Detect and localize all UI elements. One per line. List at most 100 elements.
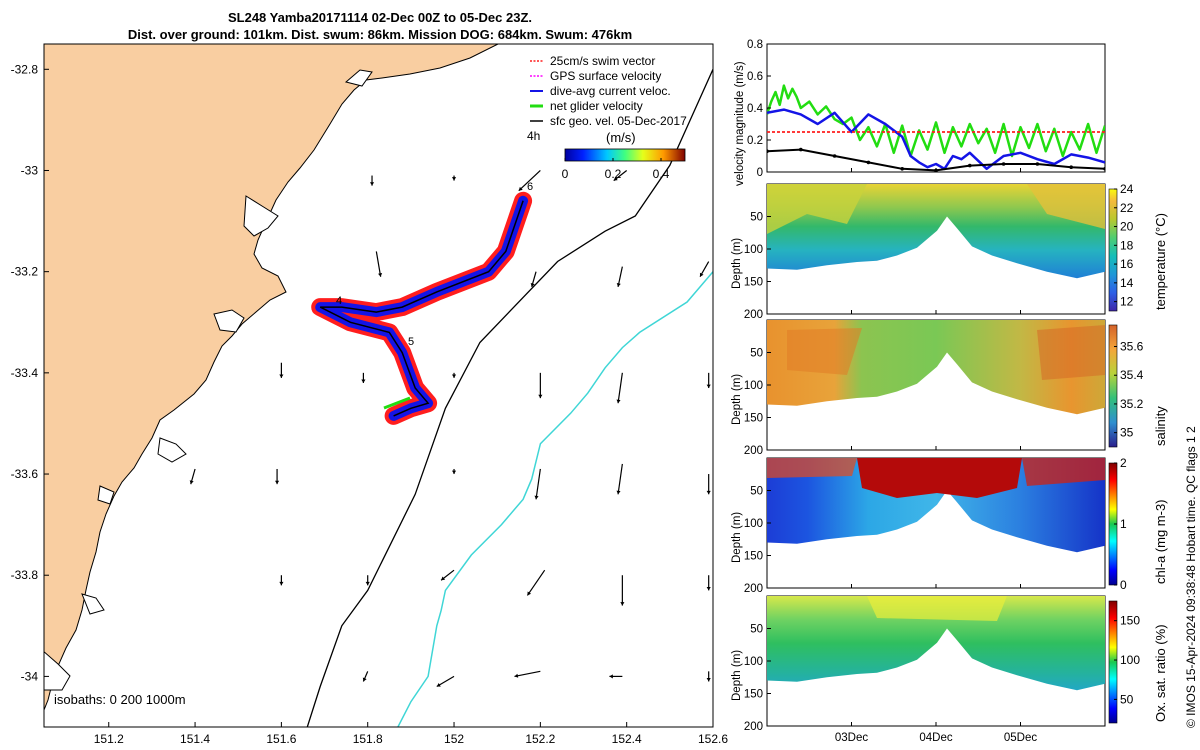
depth-colorbar-tick-label: 2	[1120, 456, 1127, 470]
geo-vector-head	[706, 384, 711, 389]
copyright-text: © IMOS 15-Apr-2024 09:38:48 Hobart time.…	[1184, 426, 1198, 728]
track-time-label: 4h	[527, 129, 540, 143]
map-colorbar-label: (m/s)	[606, 130, 636, 145]
map-ytick-label: -33.6	[11, 467, 39, 481]
geo-vector-head	[613, 176, 618, 181]
depth-colorbar-tick-label: 35.6	[1120, 340, 1144, 354]
date-tick-label: 03Dec	[835, 732, 868, 744]
sal-high-patch	[787, 328, 862, 375]
geo-vector-30	[706, 671, 711, 682]
legend-gps-label: GPS surface velocity	[550, 69, 661, 83]
geo-vector-6	[616, 266, 623, 287]
depth-colorbar-tick-label: 0	[1120, 578, 1127, 592]
velocity-panel: 0 0.2 0.4 0.6 0.8 velocity magnitude (m/s)	[734, 39, 1106, 186]
depth-colorbar-tick-label: 1	[1120, 517, 1127, 531]
depth-colorbar-tick-label: 35.2	[1120, 397, 1144, 411]
depth-colorbar-label: temperature (°C)	[1153, 213, 1168, 310]
geo-vector-head	[706, 586, 711, 591]
velocity-ylabel: velocity magnitude (m/s)	[734, 61, 746, 186]
glider-track-group	[311, 191, 533, 425]
legend-geo: sfc geo. vel. 05-Dec-2017	[530, 114, 687, 128]
sal-high-patch	[1037, 325, 1105, 380]
depth-ylabel: Depth (m)	[731, 374, 743, 425]
depth-colorbar	[1108, 324, 1118, 448]
geo-vectors	[189, 170, 711, 688]
geo-vector-21	[365, 575, 370, 586]
depth-ytick-label: 100	[744, 380, 763, 392]
depth-field-surface	[767, 596, 1105, 691]
geo-vector-head	[451, 470, 457, 475]
geo-vector-14	[189, 468, 196, 485]
geo-vector-head	[518, 186, 523, 191]
depth-colorbar-tick-label: 20	[1120, 220, 1134, 234]
velocity-ytick-label: 0.6	[747, 71, 763, 83]
temp-warm-patch	[1027, 184, 1105, 229]
depth-ytick-label: 150	[744, 689, 763, 701]
geo-vector-20	[279, 575, 284, 586]
isobath-1000	[397, 271, 713, 727]
land	[44, 44, 499, 711]
map-xtick-label: 151.2	[94, 732, 124, 746]
depth-ytick-label: 100	[744, 244, 763, 256]
geo-vector-5	[530, 271, 537, 288]
geo-vector-11	[538, 372, 543, 399]
depth-colorbar-tick-label: 12	[1120, 295, 1134, 309]
depth-colorbar-label: chl-a (mg m-3)	[1153, 499, 1168, 584]
chl-max-patch	[857, 458, 1022, 498]
geo-vector-head	[362, 677, 367, 682]
geo-vector-head	[441, 576, 446, 581]
geo-vector-head	[279, 374, 284, 378]
velocity-point	[1035, 162, 1040, 166]
map-xtick-label: 152.6	[698, 732, 728, 746]
velocity-ytick-label: 0.4	[747, 103, 764, 115]
depth-colorbar-tick-label: 100	[1120, 653, 1140, 667]
depth-ytick-label: 50	[750, 486, 763, 498]
geo-vector-shaft	[617, 463, 623, 495]
legend-swim: 25cm/s swim vector	[530, 54, 655, 68]
depth-field	[767, 320, 1105, 415]
geo-vector-23	[526, 569, 546, 596]
track-label-6: 6	[527, 181, 533, 193]
geo-vector-9	[361, 372, 366, 383]
legend-geo-label: sfc geo. vel. 05-Dec-2017	[550, 114, 687, 128]
legend-current: dive-avg current veloc.	[530, 84, 671, 98]
geo-vector-head	[530, 282, 535, 287]
depth-ytick-label: 200	[744, 445, 763, 457]
legend-swim-label: 25cm/s swim vector	[550, 54, 655, 68]
temp-warm-patch	[767, 184, 867, 234]
velocity-series-line	[767, 84, 1105, 158]
velocity-series-line	[767, 108, 1105, 171]
velocity-point	[799, 147, 803, 152]
geo-vector-17	[534, 468, 541, 500]
depth-panel-oxygen: 50 100 150 200 Depth (m) 50 100 150 Ox. sat. rat…	[731, 595, 1168, 733]
depth-colorbar-label: salinity	[1153, 406, 1168, 446]
geo-vector-head	[369, 182, 375, 186]
depth-panel-salinity: 50 100 150 200 Depth (m) 35 35.2 35.4 35.6 salini…	[731, 319, 1168, 457]
depth-ylabel: Depth (m)	[731, 238, 743, 289]
geo-vector-head	[189, 480, 194, 485]
depth-colorbar	[1108, 188, 1118, 312]
geo-vector-head	[699, 272, 704, 277]
geo-vector-0	[369, 175, 375, 186]
depth-colorbar-tick-label: 150	[1120, 614, 1140, 628]
velocity-point	[1103, 167, 1105, 171]
geo-vector-16	[451, 468, 457, 475]
map-ytick-label: -34	[21, 669, 39, 683]
geo-vector-25	[706, 575, 711, 591]
depth-ytick-label: 50	[750, 348, 763, 360]
velocity-point	[832, 154, 837, 158]
depth-colorbar-tick-label: 22	[1120, 201, 1134, 215]
map-axis-ticks: 151.2 151.4 151.6 151.8 152 152.2 152.4 152.6 -3…	[11, 62, 729, 746]
velocity-point	[968, 163, 972, 168]
velocity-point	[1069, 165, 1073, 169]
velocity-point	[767, 149, 769, 153]
map-colorbar-tick-label: 0	[562, 167, 569, 181]
depth-ylabel: Depth (m)	[731, 650, 743, 701]
map-colorbar-ticks: 0 0.2 0.4	[562, 158, 670, 181]
map-colorbar-tick-label: 0.4	[653, 167, 670, 181]
depth-colorbar-tick-label: 14	[1120, 276, 1134, 290]
geo-vector-3	[613, 170, 628, 182]
map-legend: 25cm/s swim vector GPS surface velocity …	[527, 54, 687, 181]
geo-vector-head	[361, 379, 366, 383]
map-xtick-label: 151.6	[266, 732, 296, 746]
